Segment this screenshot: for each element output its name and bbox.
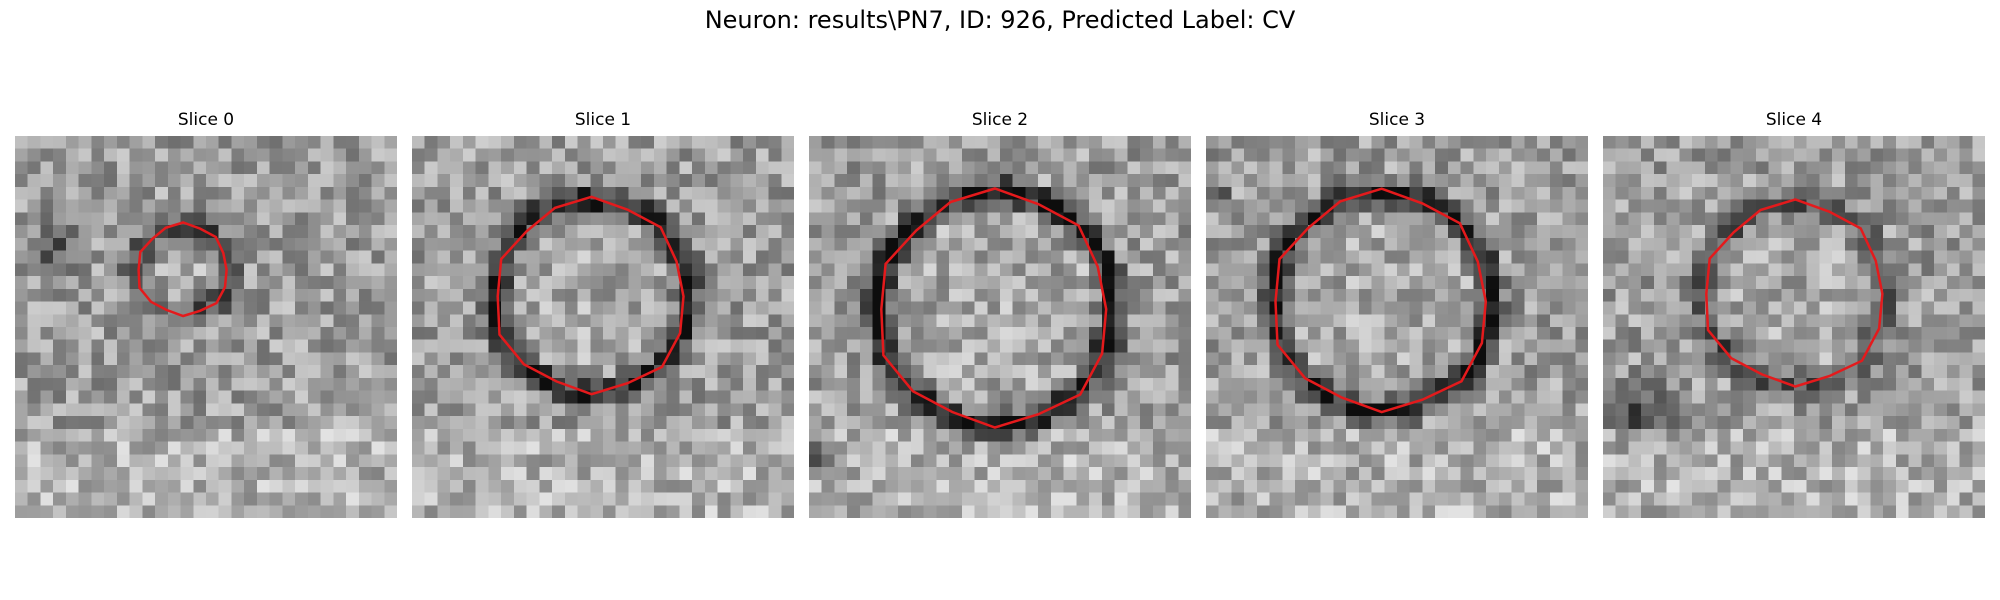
- slice-panel-2: Slice 2: [809, 108, 1191, 518]
- slice-title-1: Slice 1: [574, 110, 632, 130]
- contour-1: [496, 195, 685, 396]
- slice-image-1: [412, 136, 794, 518]
- contour-4: [1705, 198, 1884, 388]
- slice-panel-3: Slice 3: [1206, 108, 1588, 518]
- slice-image-4: [1603, 136, 1985, 518]
- slice-image-2: [809, 136, 1191, 518]
- contour-0: [137, 221, 228, 318]
- slice-panel-0: Slice 0: [15, 108, 397, 518]
- contour-3: [1274, 187, 1488, 414]
- slice-title-4: Slice 4: [1765, 110, 1823, 130]
- slice-panel-1: Slice 1: [412, 108, 794, 518]
- figure-title: Neuron: results\PN7, ID: 926, Predicted …: [704, 6, 1296, 34]
- slice-title-3: Slice 3: [1368, 110, 1426, 130]
- contour-2: [880, 187, 1108, 429]
- slice-panel-4: Slice 4: [1603, 108, 1985, 518]
- slice-title-2: Slice 2: [971, 110, 1029, 130]
- slice-image-3: [1206, 136, 1588, 518]
- slice-image-0: [15, 136, 397, 518]
- slice-title-0: Slice 0: [177, 110, 235, 130]
